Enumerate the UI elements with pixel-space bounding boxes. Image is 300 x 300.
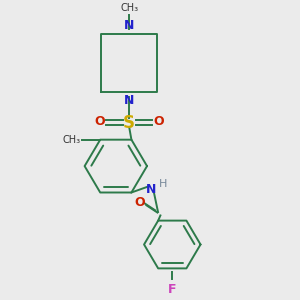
Text: N: N	[124, 19, 134, 32]
Text: O: O	[134, 196, 145, 209]
Text: CH₃: CH₃	[63, 135, 81, 145]
Text: N: N	[124, 94, 134, 107]
Text: S: S	[123, 113, 135, 131]
Text: H: H	[159, 179, 167, 189]
Text: F: F	[168, 283, 176, 296]
Text: O: O	[154, 115, 164, 128]
Text: CH₃: CH₃	[120, 3, 138, 13]
Text: N: N	[146, 183, 157, 196]
Text: O: O	[94, 115, 105, 128]
